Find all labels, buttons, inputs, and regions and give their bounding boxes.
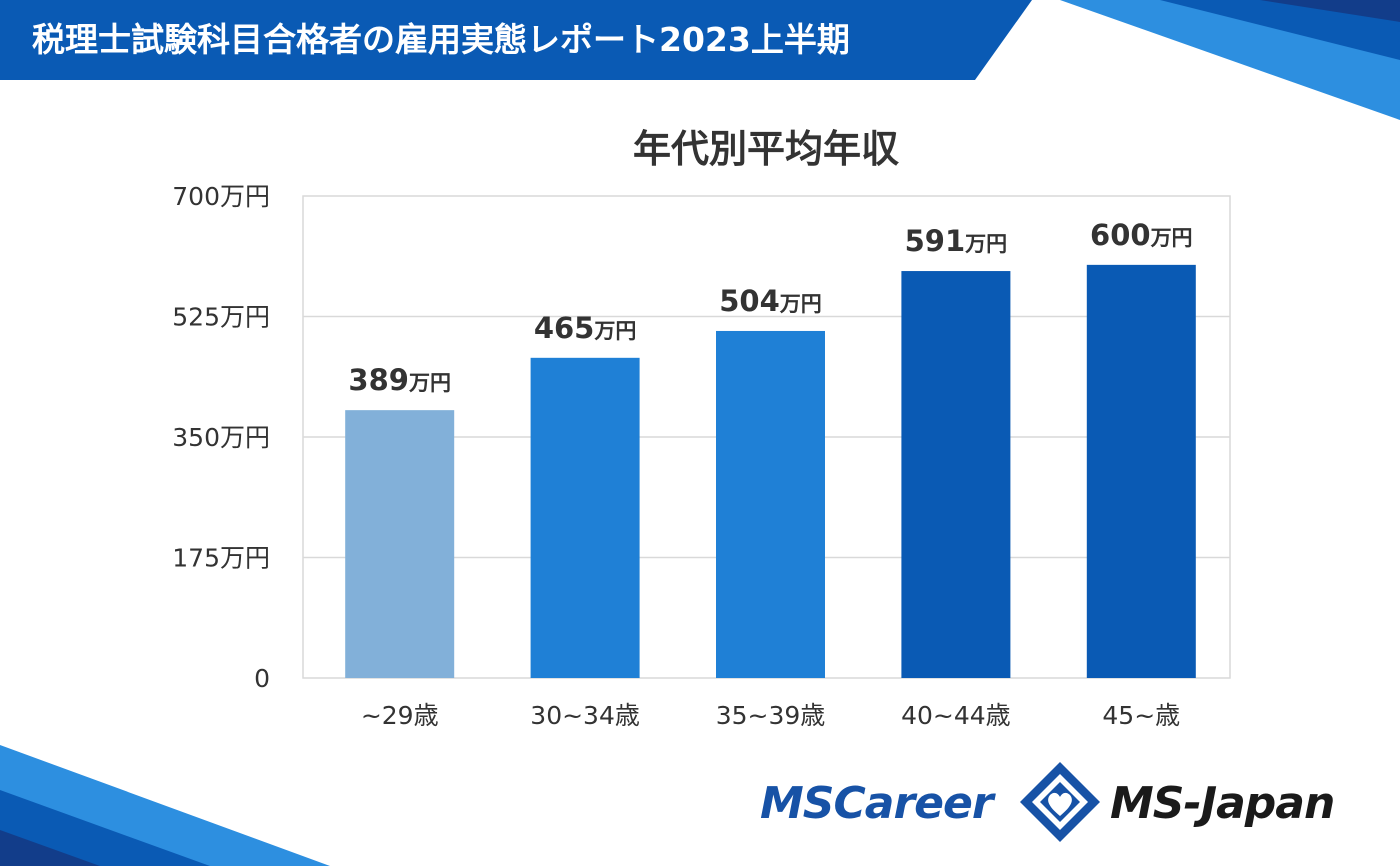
chart-title: 年代別平均年収 — [632, 127, 899, 171]
banner-background — [0, 0, 1032, 80]
value-label: 600万円 — [1090, 218, 1193, 252]
x-tick-label: 30~34歳 — [530, 701, 640, 730]
y-tick-label: 700万円 — [172, 182, 270, 211]
value-label: 465万円 — [534, 311, 637, 345]
value-unit: 万円 — [1150, 226, 1193, 250]
bar — [345, 410, 455, 678]
value-number: 600 — [1090, 218, 1151, 252]
bar — [716, 330, 825, 678]
y-tick-label: 0 — [254, 664, 270, 693]
mscareer-logo: MSCareer — [760, 778, 994, 829]
value-label: 591万円 — [905, 224, 1008, 258]
x-axis-ticks: ~29歳 30~34歳 35~39歳 40~44歳 45~歳 — [361, 701, 1180, 730]
top-right-stripe-deep — [1260, 0, 1400, 22]
y-tick-label: 525万円 — [172, 303, 270, 332]
bar — [1086, 264, 1196, 678]
value-label: 389万円 — [348, 363, 451, 397]
y-axis-ticks: 0 175万円 350万円 525万円 700万円 — [172, 182, 270, 693]
bars — [345, 264, 1196, 678]
top-right-stripe-dark — [1160, 0, 1400, 60]
bar — [530, 357, 640, 678]
x-tick-label: 35~39歳 — [716, 701, 826, 730]
x-tick-label: ~29歳 — [361, 701, 439, 730]
ms-japan-diamond-heart-icon — [1020, 762, 1100, 842]
value-number: 591 — [905, 224, 966, 258]
bottom-left-stripe-deep — [0, 830, 100, 866]
value-label: 504万円 — [719, 284, 822, 318]
value-unit: 万円 — [779, 292, 822, 316]
value-unit: 万円 — [593, 319, 636, 343]
bar — [901, 271, 1011, 678]
y-tick-label: 175万円 — [172, 544, 270, 573]
value-unit: 万円 — [408, 371, 451, 395]
bottom-left-stripe-dark — [0, 790, 210, 866]
value-number: 389 — [348, 363, 409, 397]
report-title-banner: 税理士試験科目合格者の雇用実態レポート2023上半期 — [32, 20, 850, 59]
value-number: 504 — [719, 284, 780, 318]
value-number: 465 — [534, 311, 595, 345]
x-tick-label: 45~歳 — [1102, 701, 1180, 730]
value-unit: 万円 — [964, 232, 1007, 256]
ms-japan-logo: MS-Japan — [1110, 778, 1335, 829]
x-tick-label: 40~44歳 — [901, 701, 1011, 730]
y-tick-label: 350万円 — [172, 423, 270, 452]
